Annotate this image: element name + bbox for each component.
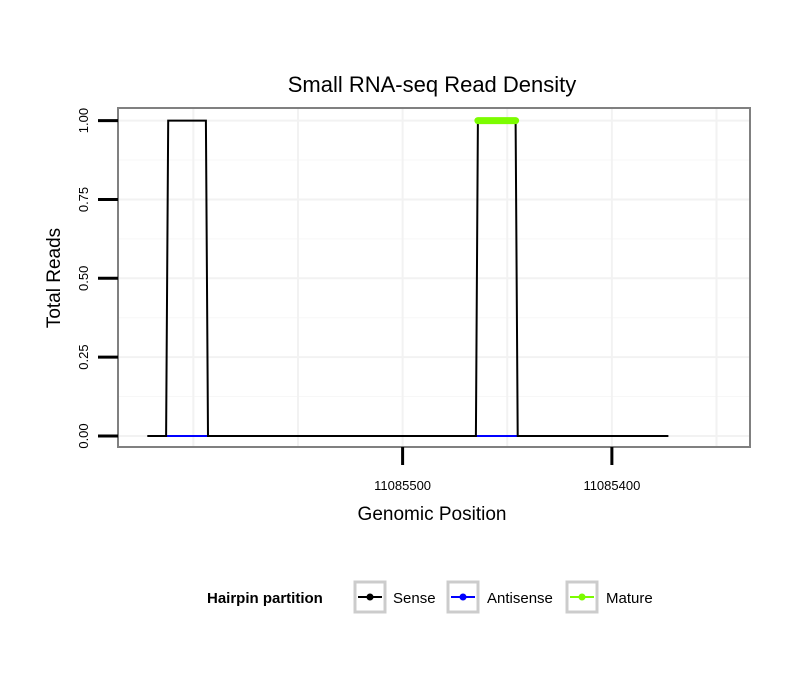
series-sense-line [147,119,669,437]
legend: Hairpin partition Sense Antisense Mature [207,580,653,614]
legend-key-point-antisense [459,593,467,601]
legend-key-point-mature [578,593,586,601]
x-axis-title: Genomic Position [358,504,507,525]
legend-title: Hairpin partition [207,590,323,607]
y-tick-label: 0.75 [76,187,91,212]
series-lines [147,117,669,437]
y-tick-label: 0.00 [76,423,91,448]
legend-key-point-sense [366,593,374,601]
y-axis-title: Total Reads [44,228,65,328]
legend-label-antisense: Antisense [487,590,553,607]
legend-label-mature: Mature [606,590,653,607]
y-tick-label: 1.00 [76,108,91,133]
y-axis-ticks: 0.00 0.25 0.50 0.75 1.00 [76,108,118,449]
x-axis-ticks: 11085500 11085400 [374,447,640,493]
grid-lines [118,108,750,447]
legend-label-sense: Sense [393,590,436,607]
y-tick-label: 0.25 [76,344,91,369]
x-tick-label: 11085500 [374,478,431,493]
x-tick-label: 11085400 [583,478,640,493]
y-tick-label: 0.50 [76,266,91,291]
chart-title: Small RNA-seq Read Density [288,72,577,97]
